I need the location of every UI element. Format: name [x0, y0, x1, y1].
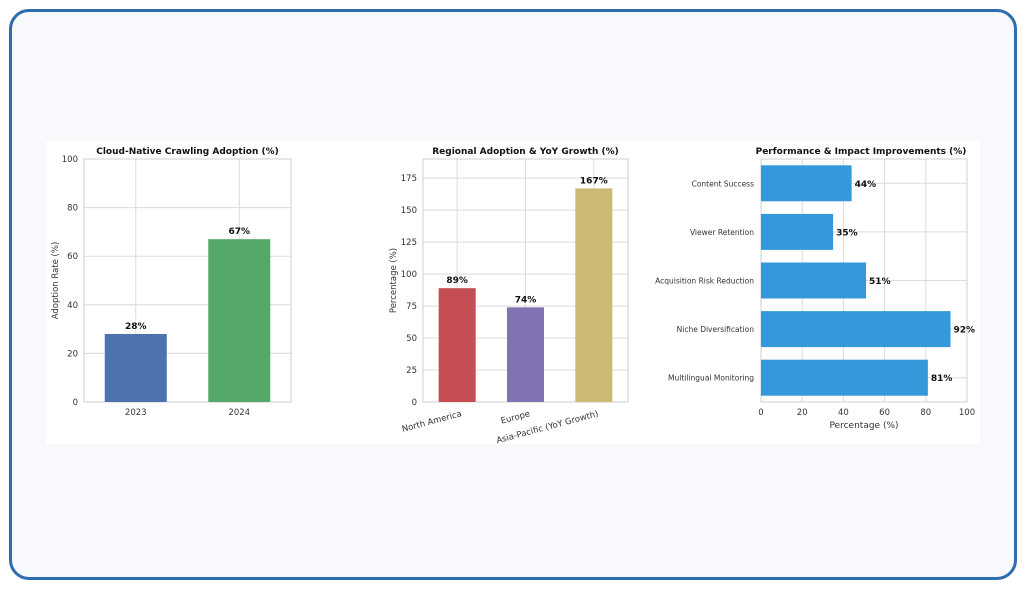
y-axis-label: Adoption Rate (%)	[51, 242, 61, 320]
x-tick-label: 20	[797, 408, 808, 418]
x-tick-label: 2023	[125, 408, 147, 418]
y-tick-label: 150	[401, 206, 417, 216]
x-tick-label: 40	[838, 408, 849, 418]
bar-value-label: 81%	[931, 374, 953, 384]
bar-value-label: 167%	[580, 176, 608, 186]
y-tick-label: 80	[67, 204, 78, 214]
y-axis-label: Percentage (%)	[389, 248, 399, 313]
chart-title: Performance & Impact Improvements (%)	[756, 147, 967, 157]
bar	[208, 239, 271, 402]
y-tick-label: 0	[412, 398, 417, 408]
bar-value-label: 51%	[869, 277, 891, 287]
y-tick-label: Acquisition Risk Reduction	[655, 277, 754, 286]
y-tick-label: Niche Diversification	[677, 325, 755, 334]
bar	[761, 359, 928, 396]
bar	[104, 333, 167, 402]
y-tick-label: 0	[73, 398, 78, 408]
bar-value-label: 44%	[855, 180, 877, 190]
y-tick-label: 75	[406, 302, 417, 312]
x-axis-label: Percentage (%)	[829, 421, 898, 431]
y-tick-label: Content Success	[692, 179, 754, 188]
y-tick-label: 40	[67, 301, 78, 311]
y-tick-label: 125	[401, 238, 417, 248]
chart-title: Regional Adoption & YoY Growth (%)	[432, 147, 619, 157]
y-tick-label: 175	[401, 174, 417, 184]
bar	[507, 307, 544, 402]
x-tick-label: 100	[959, 408, 975, 418]
y-tick-label: 25	[406, 366, 417, 376]
y-tick-label: Multilingual Monitoring	[668, 374, 754, 383]
y-tick-label: Viewer Retention	[690, 228, 754, 237]
bar-value-label: 35%	[836, 228, 858, 238]
bar	[438, 288, 476, 402]
bar-value-label: 74%	[515, 295, 537, 305]
bar-value-label: 89%	[446, 276, 468, 286]
bar-value-label: 92%	[954, 326, 976, 336]
y-tick-label: 100	[401, 270, 417, 280]
y-tick-label: 20	[67, 349, 78, 359]
x-tick-label: 0	[758, 408, 763, 418]
bar	[761, 165, 852, 202]
bar	[761, 262, 867, 299]
x-tick-label: 60	[879, 408, 890, 418]
y-tick-label: 50	[406, 334, 417, 344]
plot-frame	[83, 158, 292, 403]
bar	[761, 213, 834, 250]
bar	[761, 311, 951, 348]
bar	[575, 188, 613, 402]
x-tick-label: 80	[920, 408, 931, 418]
y-tick-label: 60	[67, 252, 78, 262]
bar-value-label: 67%	[228, 227, 250, 237]
chart-title: Cloud-Native Crawling Adoption (%)	[96, 147, 279, 157]
y-tick-label: 100	[62, 155, 78, 165]
x-tick-label: 2024	[228, 408, 250, 418]
bar-value-label: 28%	[125, 322, 147, 332]
